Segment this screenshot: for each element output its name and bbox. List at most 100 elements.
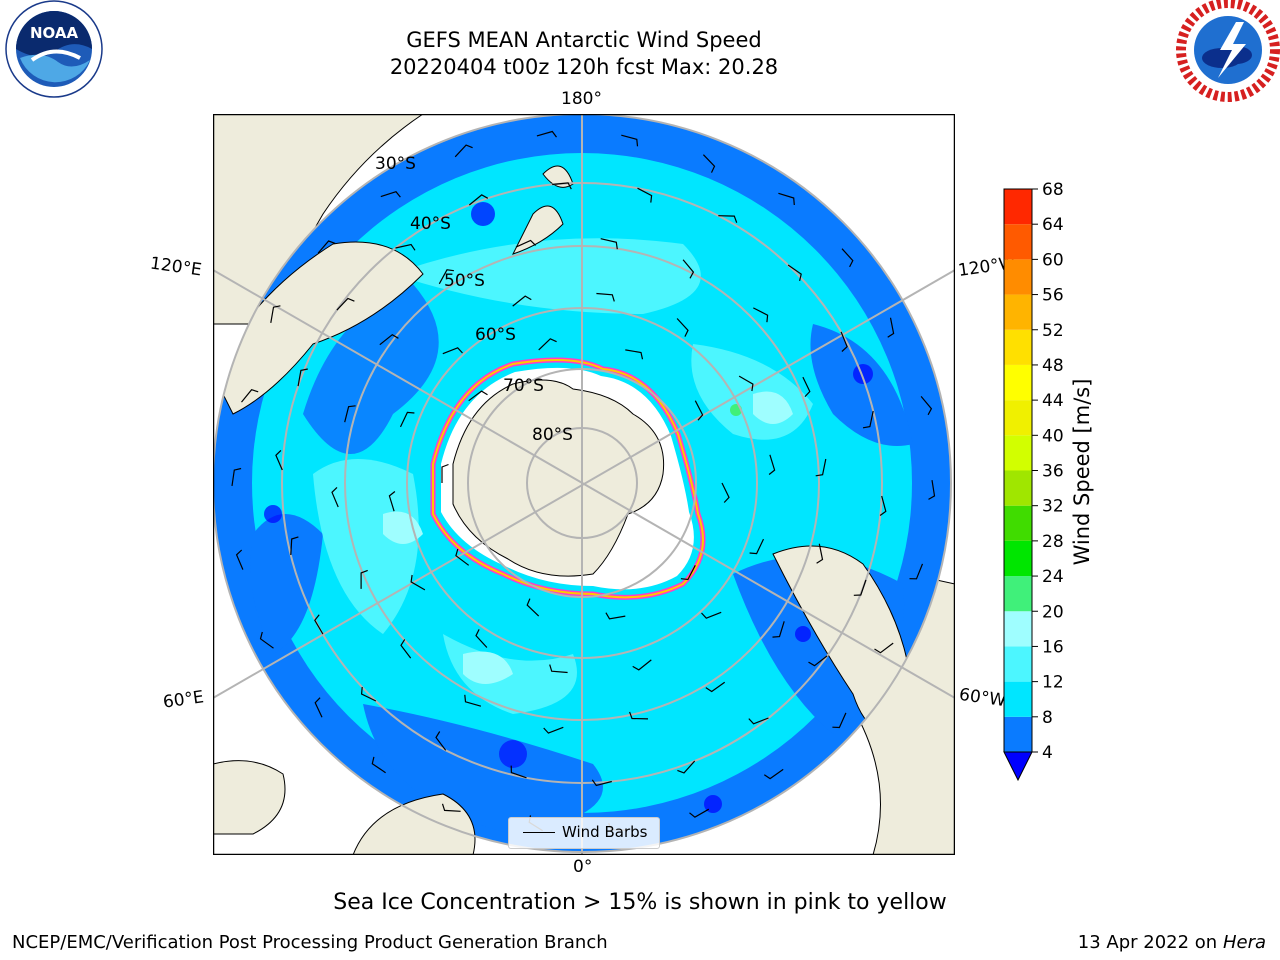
lat-label-70s: 70°S: [503, 376, 544, 396]
wind-barb: [637, 187, 653, 203]
colorbar-bin-15: [1004, 189, 1032, 225]
noaa-logo: NOAA: [5, 0, 103, 98]
colorbar-tick-label: 68: [1042, 180, 1064, 200]
wind-barb: [676, 318, 689, 337]
wind-barb: [808, 655, 828, 667]
wind-barb: [317, 240, 336, 254]
wind-barb: [815, 458, 827, 477]
wind-barb: [701, 611, 722, 619]
wind-barb: [468, 194, 489, 206]
lat-label-40s: 40°S: [410, 214, 451, 234]
colorbar-tick-label: 36: [1042, 462, 1064, 482]
colorbar-tick-label: 16: [1042, 637, 1064, 657]
lat-label-80s: 80°S: [532, 425, 573, 445]
wind-barb: [862, 410, 874, 429]
colorbar-bin-4: [1004, 576, 1032, 612]
wind-barb: [454, 144, 473, 158]
colorbar-bin-5: [1004, 540, 1032, 577]
wind-barb: [536, 130, 557, 138]
wind-barb: [395, 243, 416, 251]
wind-barb: [787, 264, 802, 282]
antarctica: [430, 357, 706, 600]
colorbar-bin-10: [1004, 364, 1032, 401]
colorbar-tick-label: 40: [1042, 426, 1064, 446]
wind-barb: [853, 579, 867, 596]
lat-label-30s: 30°S: [375, 154, 416, 174]
wind-barb: [552, 182, 572, 190]
wind-barbs: [231, 130, 936, 832]
colorbar-tick-label: 4: [1042, 743, 1053, 763]
latitude-labels: 30°S 40°S 50°S 60°S 70°S 80°S: [375, 154, 573, 445]
wind-barb: [410, 574, 426, 591]
colorbar-tick-label: 56: [1042, 286, 1064, 306]
colorbar-bin-9: [1004, 400, 1032, 436]
wind-barb: [297, 368, 308, 387]
wind-barb: [721, 482, 730, 503]
wind-barb: [270, 305, 281, 324]
colorbar-bin-2: [1004, 646, 1032, 682]
wind-barb: [874, 642, 894, 654]
colorbar-bin-1: [1004, 681, 1032, 717]
wind-barb: [231, 467, 242, 486]
colorbar-tick-label: 12: [1042, 673, 1064, 693]
wind-barb: [435, 731, 447, 751]
wind-barb: [748, 717, 769, 725]
wind-barb: [840, 331, 848, 352]
wind-barb: [879, 495, 887, 516]
colorbar-bin-7: [1004, 470, 1032, 506]
wind-barb: [543, 726, 564, 734]
lat-label-50s: 50°S: [444, 271, 485, 291]
wind-barb: [702, 154, 716, 173]
wind-barb: [314, 697, 323, 718]
wind-barb: [400, 639, 412, 659]
wind-barb: [909, 563, 924, 580]
lat-label-60s: 60°S: [475, 325, 516, 345]
colorbar-tick-label: 8: [1042, 708, 1053, 728]
wind-barb: [441, 463, 449, 483]
colorbar-tick-label: 60: [1042, 250, 1064, 270]
colorbar-tick-label: 20: [1042, 602, 1064, 622]
wind-barb: [841, 248, 854, 268]
chart-title: GEFS MEAN Antarctic Wind Speed: [406, 28, 762, 52]
wind-barb: [591, 779, 612, 787]
wind-barb: [778, 192, 795, 206]
wind-barb: [360, 569, 368, 589]
wind-barb: [600, 238, 618, 250]
wind-barb: [689, 808, 710, 818]
wind-barb: [596, 292, 615, 302]
wind-barb: [749, 538, 765, 555]
wind-barb: [512, 295, 532, 307]
colorbar-tick-label: 48: [1042, 356, 1064, 376]
legend: Wind Barbs: [508, 817, 660, 849]
colorbar-tick-label: 64: [1042, 215, 1064, 235]
wind-barb: [682, 259, 695, 279]
lon-label-120e: 120°E: [148, 253, 203, 281]
wind-barb: [718, 215, 738, 223]
wind-barb: [380, 191, 401, 198]
wind-barb: [694, 400, 704, 421]
wind-barb: [475, 629, 488, 648]
colorbar-tick-label: 52: [1042, 321, 1064, 341]
footer-host: Hera: [1222, 932, 1266, 953]
wind-barb: [738, 375, 754, 392]
wind-barb: [442, 347, 463, 355]
lon-label-0: 0°: [573, 857, 593, 877]
wind-barb: [680, 565, 696, 581]
wind-barb: [625, 349, 644, 360]
wind-barb: [677, 760, 696, 774]
wind-barb: [371, 756, 386, 774]
wind-barb: [768, 454, 776, 475]
colorbar-tick-label: 28: [1042, 532, 1064, 552]
wind-barb: [621, 134, 639, 147]
wind-barb: [832, 712, 847, 729]
colorbar-bin-6: [1004, 505, 1032, 541]
wind-barb: [538, 338, 557, 351]
wind-barb: [441, 803, 461, 812]
wind-barb: [705, 681, 726, 693]
wind-barb: [510, 765, 527, 779]
colorbar-bin-0: [1004, 716, 1032, 752]
wind-barb: [802, 376, 811, 398]
colorbar-bin-14: [1004, 224, 1032, 260]
colorbar-bin-12: [1004, 294, 1032, 330]
colorbar-bin-3: [1004, 611, 1032, 647]
